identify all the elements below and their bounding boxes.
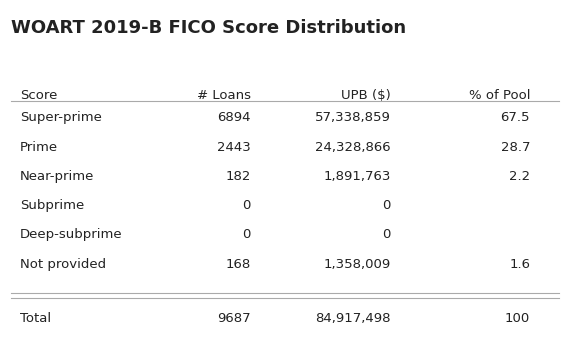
Text: 1.6: 1.6 <box>509 258 530 271</box>
Text: # Loans: # Loans <box>197 89 251 102</box>
Text: 1,891,763: 1,891,763 <box>323 170 390 183</box>
Text: WOART 2019-B FICO Score Distribution: WOART 2019-B FICO Score Distribution <box>11 19 406 36</box>
Text: UPB ($): UPB ($) <box>341 89 390 102</box>
Text: 24,328,866: 24,328,866 <box>315 141 390 154</box>
Text: Super-prime: Super-prime <box>20 111 102 124</box>
Text: Score: Score <box>20 89 58 102</box>
Text: 28.7: 28.7 <box>500 141 530 154</box>
Text: 9687: 9687 <box>217 312 251 325</box>
Text: Deep-subprime: Deep-subprime <box>20 228 123 242</box>
Text: 0: 0 <box>242 228 251 242</box>
Text: 57,338,859: 57,338,859 <box>315 111 390 124</box>
Text: Not provided: Not provided <box>20 258 106 271</box>
Text: Near-prime: Near-prime <box>20 170 94 183</box>
Text: 2443: 2443 <box>217 141 251 154</box>
Text: Prime: Prime <box>20 141 58 154</box>
Text: 2.2: 2.2 <box>509 170 530 183</box>
Text: Subprime: Subprime <box>20 199 84 212</box>
Text: 0: 0 <box>382 228 390 242</box>
Text: Total: Total <box>20 312 51 325</box>
Text: 100: 100 <box>505 312 530 325</box>
Text: 0: 0 <box>382 199 390 212</box>
Text: 67.5: 67.5 <box>500 111 530 124</box>
Text: 84,917,498: 84,917,498 <box>315 312 390 325</box>
Text: 0: 0 <box>242 199 251 212</box>
Text: 6894: 6894 <box>217 111 251 124</box>
Text: % of Pool: % of Pool <box>469 89 530 102</box>
Text: 182: 182 <box>225 170 251 183</box>
Text: 168: 168 <box>226 258 251 271</box>
Text: 1,358,009: 1,358,009 <box>323 258 390 271</box>
